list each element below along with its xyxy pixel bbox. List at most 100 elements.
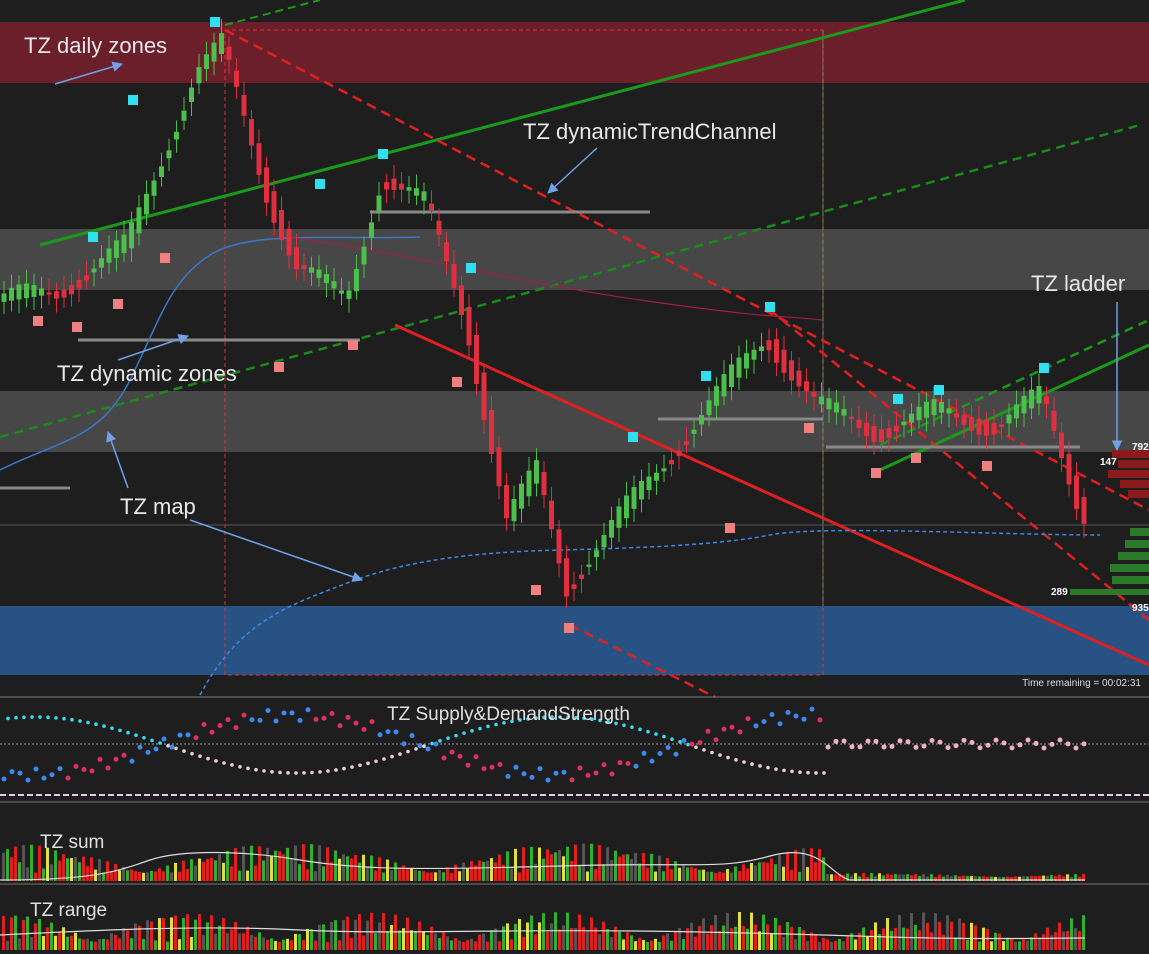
range-bar — [894, 928, 897, 950]
candle-body — [789, 360, 794, 381]
strength-dot — [921, 743, 927, 749]
candle-body — [339, 290, 344, 294]
strength-dot — [65, 775, 71, 781]
range-bar — [734, 926, 737, 950]
range-bar — [142, 938, 145, 950]
strength-dot — [905, 739, 911, 745]
strength-dot — [673, 751, 679, 757]
strength-dot — [630, 725, 634, 730]
range-bar — [730, 928, 733, 950]
sum-bar — [842, 875, 845, 881]
sum-bar — [774, 864, 777, 881]
sum-bar — [286, 847, 289, 881]
strength-dot — [209, 729, 215, 735]
range-bar — [586, 931, 589, 950]
strength-dot — [745, 716, 751, 722]
sum-bar — [898, 874, 901, 881]
strength-dot — [369, 719, 375, 725]
sum-bar — [710, 871, 713, 881]
sum-bar — [934, 876, 937, 881]
strength-dot — [601, 762, 607, 768]
sum-bar — [690, 867, 693, 881]
range-bar — [806, 941, 809, 950]
sum-bar — [142, 872, 145, 881]
ladder-bar — [1120, 480, 1149, 488]
candle-body — [661, 468, 667, 472]
ladder-bar — [1128, 490, 1149, 498]
range-bar — [38, 918, 41, 950]
sum-bar — [226, 850, 229, 881]
signal-marker — [315, 179, 325, 189]
strength-dot — [534, 716, 538, 720]
signal-marker — [88, 232, 98, 242]
sum-bar — [470, 861, 473, 881]
range-bar — [82, 939, 85, 950]
annotation: TZ ladder — [1031, 271, 1125, 296]
strength-dot — [657, 751, 663, 757]
strength-dot — [897, 738, 903, 744]
signal-marker — [348, 340, 358, 350]
sum-bar — [22, 845, 25, 881]
candle-body — [669, 460, 674, 465]
range-bar — [1014, 941, 1017, 950]
strength-dot — [465, 762, 471, 768]
sum-bar — [810, 848, 813, 881]
candle-body — [969, 417, 974, 431]
ladder-bar — [1110, 564, 1149, 572]
strength-dot — [1041, 745, 1047, 751]
sum-bar — [686, 867, 689, 881]
map-line — [269, 234, 823, 321]
sum-bar — [482, 861, 485, 881]
range-bar — [246, 926, 249, 950]
sum-bar — [222, 862, 225, 881]
strength-dot — [665, 745, 671, 751]
sum-bar — [950, 876, 953, 881]
candle-body — [159, 166, 164, 177]
signal-marker — [1039, 363, 1049, 373]
range-bar — [718, 930, 721, 950]
range-bar — [1054, 932, 1057, 950]
candle-body — [751, 349, 757, 360]
strength-dot — [30, 715, 34, 719]
strength-dot — [553, 770, 559, 776]
candle-body — [421, 191, 427, 201]
range-bar — [654, 938, 657, 950]
candle-body — [241, 94, 247, 116]
sum-bar — [218, 854, 221, 881]
candle-body — [909, 413, 914, 423]
sum-bar — [642, 852, 645, 881]
strength-dot — [518, 718, 522, 722]
sum-bar — [58, 860, 61, 881]
strength-dot — [710, 750, 714, 755]
candle-body — [144, 193, 149, 215]
strength-dot — [585, 772, 591, 778]
sum-bar — [38, 845, 41, 881]
sum-bar — [234, 848, 237, 881]
strength-dot — [1017, 742, 1023, 748]
sum-bar — [1070, 876, 1073, 881]
range-bar — [854, 939, 857, 950]
strength-dot — [350, 765, 354, 769]
sum-bar — [1034, 876, 1037, 881]
strength-dot — [182, 749, 186, 753]
range-bar — [1038, 938, 1041, 950]
range-bar — [1022, 939, 1025, 950]
strength-dot — [537, 766, 543, 772]
signal-marker — [871, 468, 881, 478]
sum-bar — [158, 868, 161, 881]
range-bar — [390, 925, 393, 950]
sum-bar — [698, 869, 701, 881]
sum-bar — [886, 873, 889, 881]
range-bar — [254, 936, 257, 950]
sum-bar — [1046, 875, 1049, 881]
sum-bar — [762, 862, 765, 881]
range-bar — [410, 930, 413, 950]
candle-body — [526, 470, 532, 497]
sum-bar — [458, 871, 461, 881]
sum-bar — [410, 868, 413, 881]
sum-bar — [790, 870, 793, 881]
range-bar — [686, 928, 689, 950]
candle-body — [841, 409, 847, 416]
sum-bar — [210, 857, 213, 881]
candle-body — [684, 441, 689, 445]
